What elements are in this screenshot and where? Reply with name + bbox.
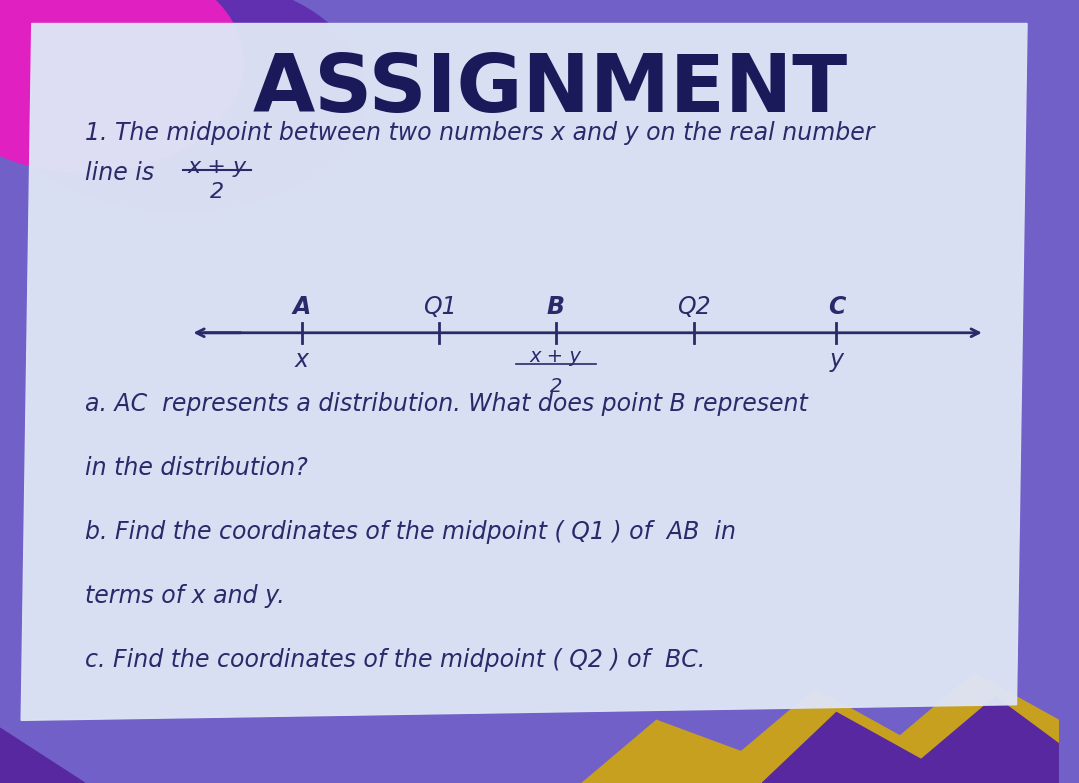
Text: B: B xyxy=(547,294,565,319)
Text: x + y: x + y xyxy=(530,347,582,366)
Text: 1. The midpoint between two numbers x and y on the real number: 1. The midpoint between two numbers x an… xyxy=(85,121,874,146)
Text: b. Find the coordinates of the midpoint ( Q1 ) of  AB  in: b. Find the coordinates of the midpoint … xyxy=(85,520,736,544)
Text: x + y: x + y xyxy=(188,157,247,177)
Text: in the distribution?: in the distribution? xyxy=(85,456,308,480)
Text: c. Find the coordinates of the midpoint ( Q2 ) of  BC.: c. Find the coordinates of the midpoint … xyxy=(85,648,705,673)
Ellipse shape xyxy=(0,0,244,172)
Text: 2: 2 xyxy=(549,377,562,395)
Text: Q1: Q1 xyxy=(423,294,456,319)
Text: C: C xyxy=(828,294,845,319)
Text: ASSIGNMENT: ASSIGNMENT xyxy=(254,51,848,129)
Polygon shape xyxy=(583,673,1058,783)
Text: line is: line is xyxy=(85,161,154,185)
Polygon shape xyxy=(763,697,1058,783)
Ellipse shape xyxy=(0,0,366,211)
Text: terms of x and y.: terms of x and y. xyxy=(85,584,285,608)
Text: Q2: Q2 xyxy=(677,294,710,319)
Text: A: A xyxy=(292,294,311,319)
Text: y: y xyxy=(830,348,844,373)
Text: x: x xyxy=(295,348,309,373)
Polygon shape xyxy=(0,728,85,783)
Text: a. AC  represents a distribution. What does point B represent: a. AC represents a distribution. What do… xyxy=(85,392,807,416)
Polygon shape xyxy=(22,23,1027,720)
Text: 2: 2 xyxy=(210,182,224,202)
